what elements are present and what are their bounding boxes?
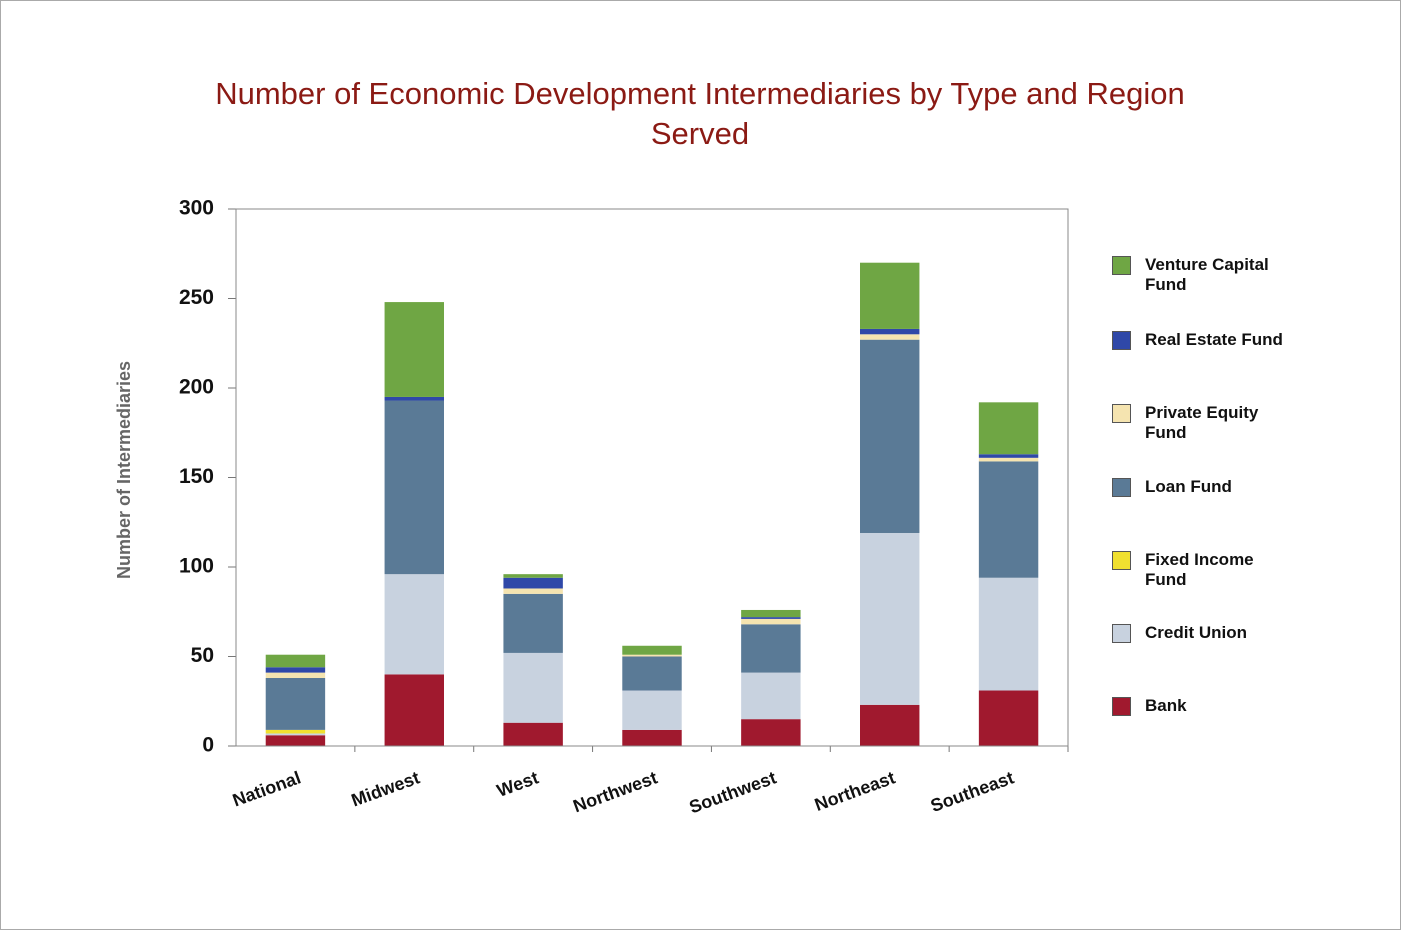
bar-segment — [265, 672, 326, 678]
legend-entry: Venture Capital Fund — [1112, 255, 1295, 295]
bar-segment — [503, 722, 563, 746]
x-tick-label: Northwest — [570, 767, 660, 816]
bar-segment — [622, 690, 682, 730]
x-tick-label: Southwest — [686, 767, 778, 817]
bar-segment — [622, 645, 682, 655]
legend-label: Private Equity Fund — [1145, 403, 1259, 442]
legend-label: Real Estate Fund — [1145, 330, 1283, 349]
y-tick-label: 150 — [179, 465, 214, 488]
bar-segment — [622, 654, 682, 657]
y-tick-label: 100 — [179, 555, 214, 578]
legend-label: Fixed Income Fund — [1145, 550, 1254, 589]
x-tick-label: Midwest — [349, 767, 423, 810]
bar-segment — [860, 328, 920, 335]
legend-swatch — [1112, 697, 1131, 716]
bar-segment — [741, 719, 801, 746]
bar-segment — [978, 457, 1039, 462]
bar-segment — [384, 574, 444, 675]
bar-segment — [384, 302, 444, 397]
bar-segment — [265, 733, 326, 736]
bar-segment — [741, 609, 801, 618]
bar-segment — [265, 677, 326, 730]
bar-segment — [860, 339, 920, 533]
bar-segment — [978, 402, 1039, 455]
y-tick-label: 250 — [179, 286, 214, 309]
legend-swatch — [1112, 404, 1131, 423]
legend-entry: Credit Union — [1112, 623, 1295, 643]
bar-segment — [265, 654, 326, 668]
bar-segment — [384, 396, 444, 401]
x-tick-label: West — [494, 767, 541, 800]
bar-segment — [265, 667, 326, 673]
y-tick-label: 300 — [179, 197, 214, 220]
bar-segment — [860, 334, 920, 340]
chart-title: Number of Economic Development Intermedi… — [215, 76, 1185, 151]
bar-segment — [384, 674, 444, 746]
bar-segment — [503, 588, 563, 594]
plot-frame — [235, 208, 1069, 747]
bar-segment — [978, 577, 1039, 691]
bar-segment — [503, 577, 563, 589]
bar-segment — [860, 262, 920, 329]
legend-label: Bank — [1145, 696, 1187, 715]
bar-segment — [503, 652, 563, 723]
legend-swatch — [1112, 551, 1131, 570]
y-tick-label: 0 — [202, 734, 214, 757]
bar-segment — [741, 617, 801, 619]
bar-segment — [741, 624, 801, 673]
legend-swatch — [1112, 331, 1131, 350]
legend-entry: Fixed Income Fund — [1112, 550, 1295, 590]
x-tick-label: National — [230, 767, 304, 810]
legend-label: Loan Fund — [1145, 477, 1232, 496]
bar-segment — [622, 729, 682, 746]
bar-segment — [741, 618, 801, 625]
y-tick-label: 200 — [179, 376, 214, 399]
bar-segment — [384, 400, 444, 575]
legend-label: Venture Capital Fund — [1145, 255, 1269, 294]
legend-label: Credit Union — [1145, 623, 1247, 642]
legend-entry: Bank — [1112, 696, 1295, 716]
y-tick-label: 50 — [191, 644, 214, 667]
bar-segment — [860, 704, 920, 746]
legend-swatch — [1112, 478, 1131, 497]
bar-segment — [741, 672, 801, 720]
legend-entry: Loan Fund — [1112, 477, 1295, 497]
legend-entry: Private Equity Fund — [1112, 403, 1295, 443]
bar-segment — [265, 729, 326, 734]
legend-swatch — [1112, 256, 1131, 275]
bar-segment — [503, 574, 563, 578]
legend-entry: Real Estate Fund — [1112, 330, 1295, 350]
legend-swatch — [1112, 624, 1131, 643]
bar-segment — [978, 454, 1039, 458]
bar-segment — [503, 593, 563, 653]
x-tick-label: Southeast — [928, 767, 1017, 816]
bar-segment — [978, 461, 1039, 578]
bar-segment — [978, 690, 1039, 746]
bar-segment — [860, 532, 920, 705]
bar-segment — [265, 735, 326, 746]
y-axis-title: Number of Intermediaries — [114, 361, 134, 579]
bar-segment — [622, 656, 682, 691]
x-tick-label: Northeast — [812, 767, 898, 815]
